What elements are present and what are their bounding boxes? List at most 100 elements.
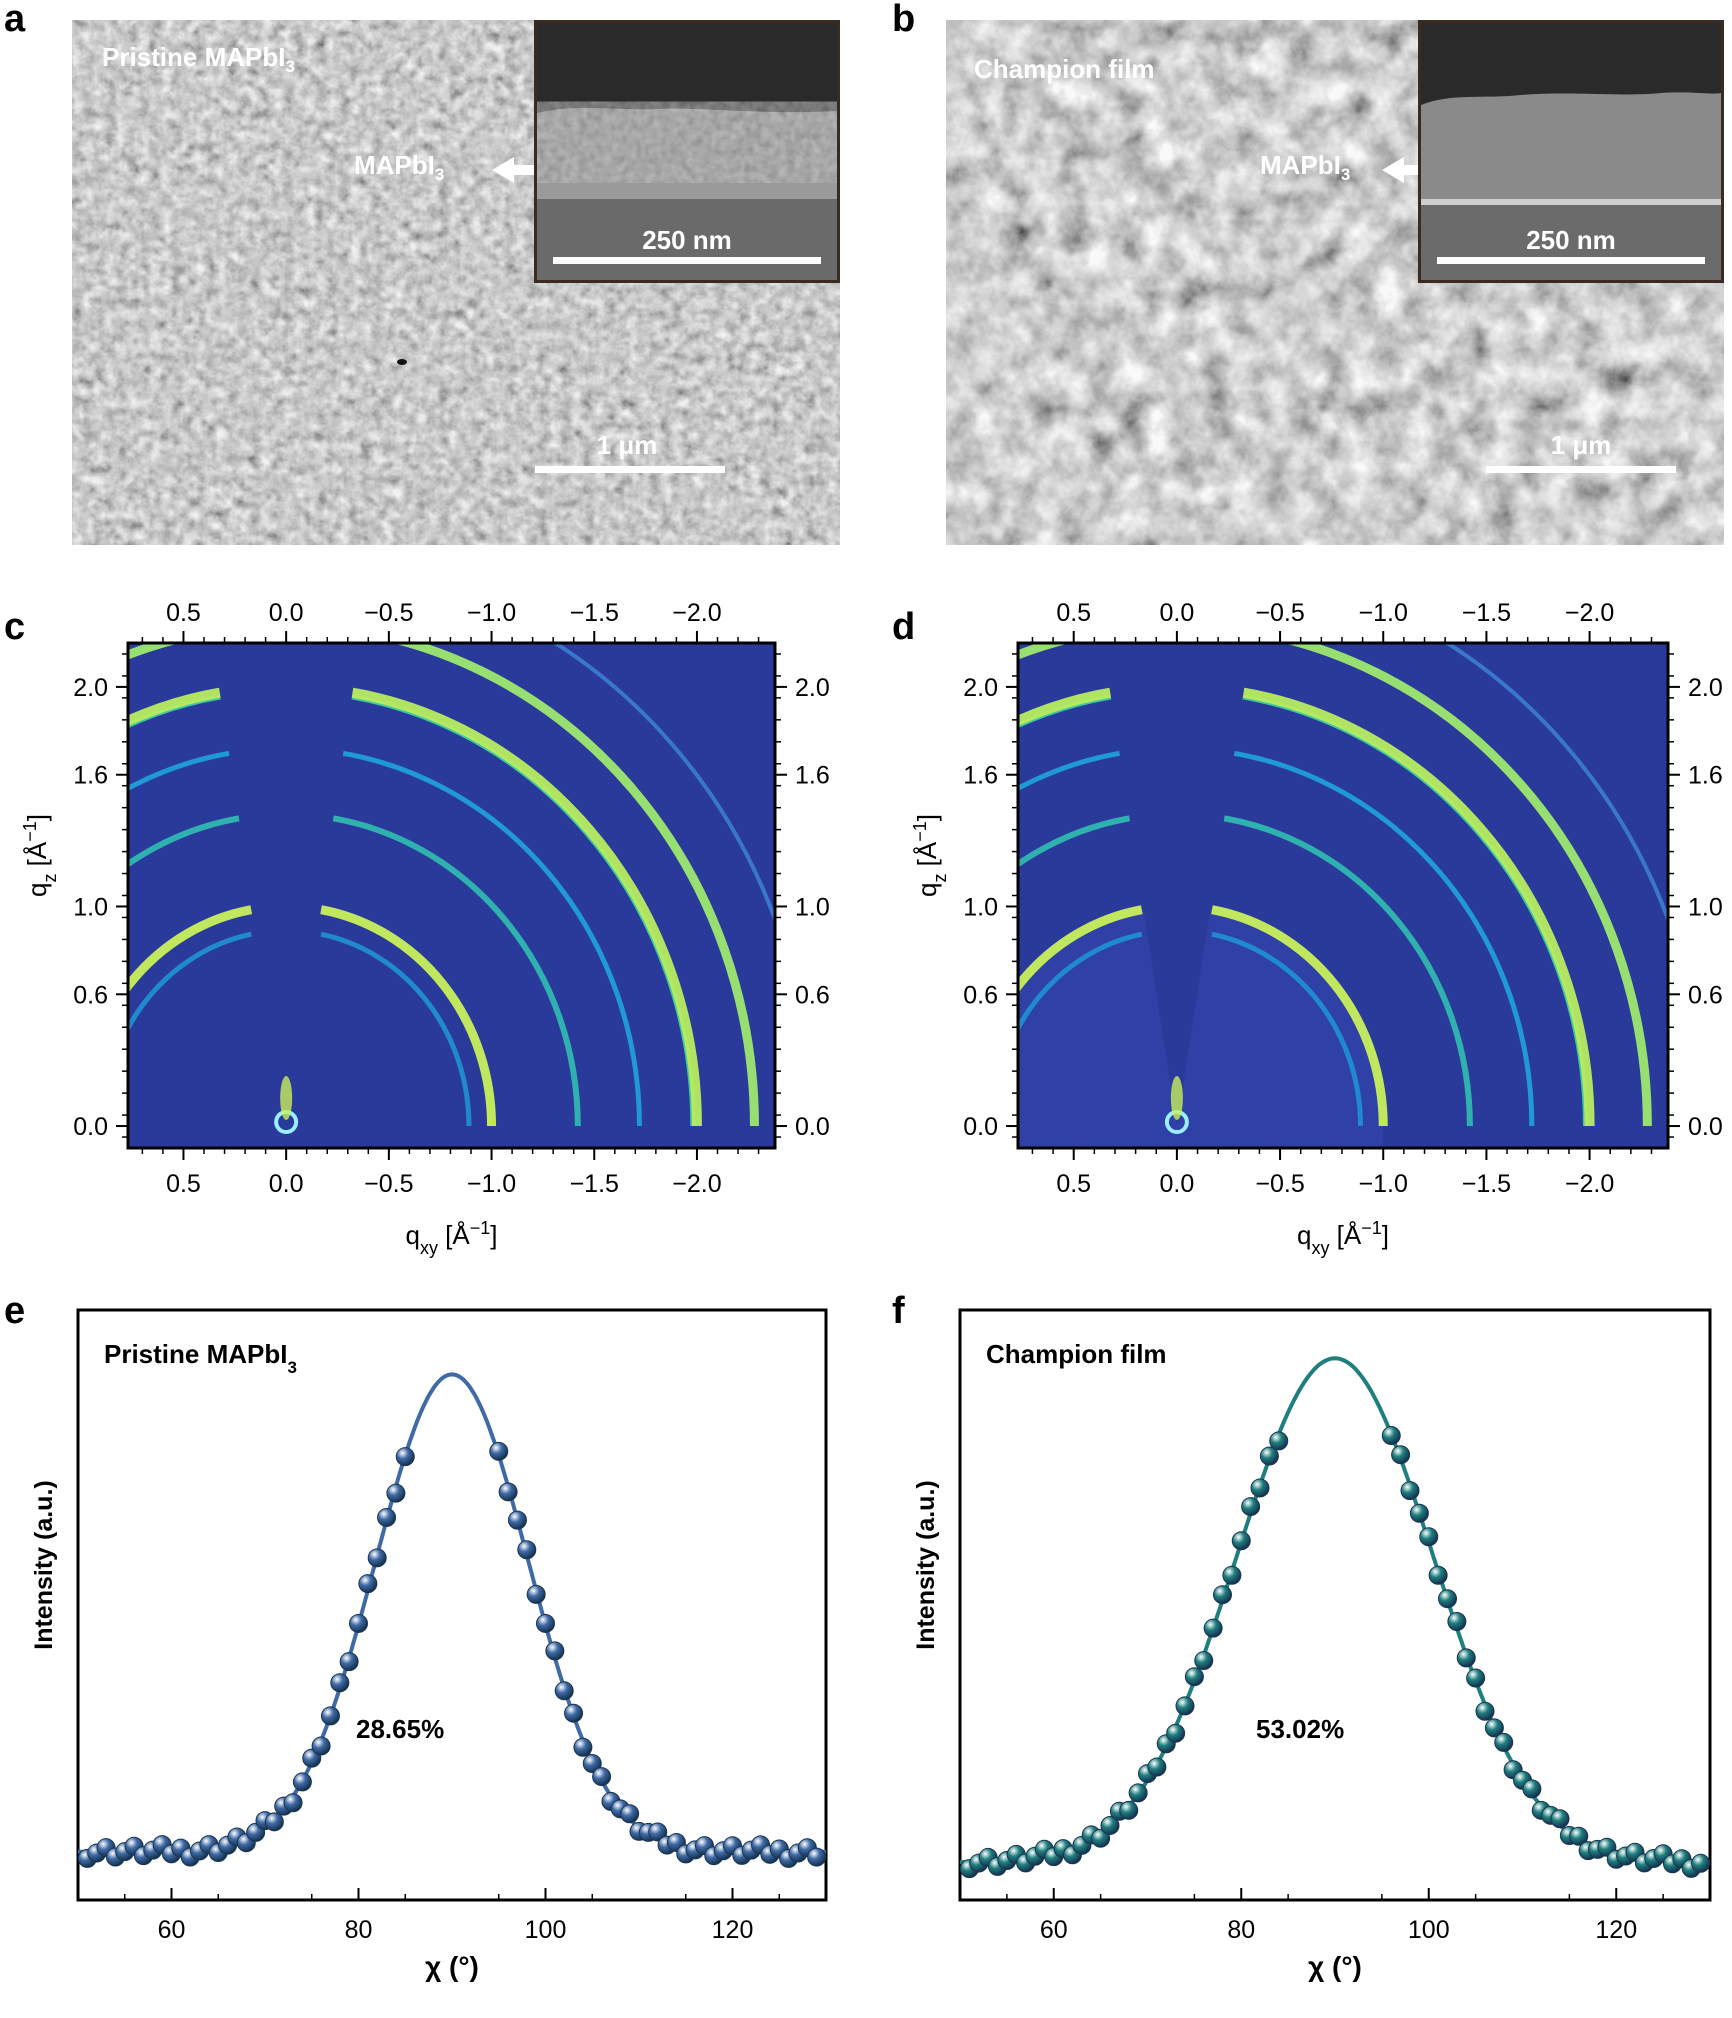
y-tick-label-right: 1.6 [795, 762, 830, 790]
ring-left-q1 [1211, 905, 1388, 1127]
y-axis-label: Intensity (a.u.) [912, 1480, 940, 1649]
inset-scale-label: 250 nm [642, 225, 732, 255]
data-point [1259, 1446, 1279, 1466]
x-tick-label: 80 [345, 1916, 373, 1944]
data-point [1381, 1426, 1401, 1446]
data-point [648, 1822, 668, 1842]
data-point [1391, 1445, 1411, 1465]
arrow-icon [492, 157, 566, 183]
data-point [1241, 1497, 1261, 1517]
y-tick-label-left: 0.0 [73, 1113, 108, 1141]
data-point [367, 1548, 387, 1568]
ring-right-q2.28 [128, 643, 181, 660]
ring-left-q1.42 [1211, 813, 1473, 1127]
data-point [1438, 1589, 1457, 1609]
x-tick-label-bottom: 0.0 [269, 1170, 304, 1198]
scale-bar [535, 466, 725, 473]
data-point [807, 1847, 827, 1867]
chart-title-pristine: Pristine MAPbI3 [104, 1339, 297, 1377]
data-point [1194, 1651, 1214, 1671]
data-point [1456, 1648, 1476, 1668]
ring-left-q2 [320, 683, 702, 1127]
y-tick-label-left: 0.6 [73, 981, 108, 1009]
x-tick-label-top: 0.5 [166, 599, 201, 627]
data-point [1119, 1800, 1139, 1820]
x-tick-label: 120 [712, 1916, 754, 1944]
plot-frame [958, 1308, 1712, 1902]
azimuthal-chart-pristine: Pristine MAPbI3 28.65% 60 80 100 120 χ (°) In… [30, 1308, 828, 1982]
data-point [582, 1753, 602, 1773]
ring-right-q1.72 [1018, 747, 1143, 792]
inset-scale-bar [553, 257, 821, 264]
x-axis-label: χ (°) [425, 1951, 479, 1982]
data-point [1466, 1668, 1486, 1688]
ring-left-q1 [320, 905, 497, 1127]
x-tick-label-top: −2.0 [672, 599, 721, 627]
cross-section-inset-pristine: 250 nm [534, 20, 840, 283]
data-point [1147, 1757, 1167, 1777]
data-point [1100, 1815, 1120, 1835]
sem-title-champion: Champion film [974, 54, 1155, 84]
y-tick-label-right: 1.6 [1688, 762, 1723, 790]
data-point [517, 1540, 537, 1560]
scale-label: 1 μm [1550, 430, 1612, 460]
x-tick-label-top: 0.5 [1056, 599, 1091, 627]
data-point [1222, 1565, 1242, 1585]
y-tick-label-right: 0.6 [795, 981, 830, 1009]
y-tick-label-left: 2.0 [963, 674, 998, 702]
ring-right-q2.28 [1018, 643, 1071, 660]
y-tick-label-left: 1.0 [73, 893, 108, 921]
x-tick-label: 100 [525, 1916, 567, 1944]
ring-right-q2 [1018, 683, 1143, 727]
y-tick-label-right: 2.0 [1688, 674, 1723, 702]
y-tick-label-right: 2.0 [795, 674, 830, 702]
data-point [1250, 1478, 1270, 1498]
y-tick-label-right: 0.0 [1688, 1113, 1723, 1141]
cross-section-inset-champion: 250 nm [1418, 20, 1724, 283]
panel-letter-d: d [892, 606, 916, 648]
data-point [377, 1507, 397, 1527]
data-point [545, 1641, 565, 1661]
data-point [1522, 1779, 1542, 1799]
data-point [1428, 1565, 1448, 1585]
x-tick-label: 60 [158, 1916, 186, 1944]
x-tick-label: 100 [1408, 1916, 1450, 1944]
y-tick-label-left: 1.6 [963, 762, 998, 790]
ring-right-q2 [128, 683, 252, 727]
data-point [573, 1737, 593, 1757]
data-point [489, 1441, 509, 1461]
direct-beam-spot [280, 1076, 293, 1121]
data-point [1213, 1585, 1232, 1605]
data-point [1203, 1618, 1223, 1638]
x-axis-label: χ (°) [1308, 1951, 1362, 1982]
data-point [283, 1793, 303, 1813]
y-tick-label-right: 0.6 [1688, 981, 1723, 1009]
inset-scale-bar [1437, 257, 1705, 264]
data-point [1475, 1701, 1495, 1721]
panel-letter-e: e [4, 1290, 26, 1332]
x-tick-label-bottom: −0.5 [364, 1170, 413, 1198]
x-tick-label-bottom: −0.5 [1255, 1170, 1304, 1198]
data-point [554, 1681, 574, 1701]
data-point [564, 1703, 584, 1723]
x-axis-label: qxy [Å−1] [405, 1218, 497, 1258]
giwaxs-chart-champion: 0.5 0.5 0.0 0.0 −0.5 −0.5 −1.0 −1.0 −1.5 −1.5 −2.0… [910, 599, 1723, 1258]
ring-right-q1.42 [1018, 813, 1143, 868]
data-point [526, 1584, 546, 1604]
data-point [386, 1483, 406, 1503]
crystallinity-annotation: 53.02% [1256, 1714, 1344, 1744]
x-tick-label: 60 [1040, 1916, 1068, 1944]
ring-left-q2.56 [551, 643, 775, 926]
data-point [1494, 1732, 1514, 1752]
x-tick-label-top: −1.5 [1462, 599, 1511, 627]
data-point [264, 1812, 284, 1832]
cross-section-image [1421, 23, 1721, 280]
plot-frame [76, 1308, 828, 1902]
y-axis-label: qz [Å−1] [910, 814, 950, 897]
missing-wedge [212, 643, 361, 1127]
sem-image-pristine: Pristine MAPbI3 MAPbI3 250 nm 1 μm [72, 20, 840, 545]
x-axis-label: qxy [Å−1] [1297, 1218, 1389, 1258]
data-point [292, 1772, 312, 1792]
data-point [330, 1673, 350, 1693]
x-tick-label-top: −0.5 [1255, 599, 1304, 627]
